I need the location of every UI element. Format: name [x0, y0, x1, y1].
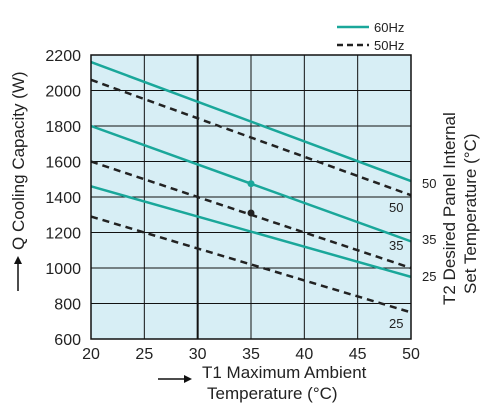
x-axis-label-line1: T1 Maximum Ambient: [202, 363, 367, 382]
x-axis-arrowhead: [184, 375, 192, 383]
legend: 60Hz 50Hz: [337, 20, 404, 53]
y-tick-label: 800: [54, 297, 81, 314]
marked-points: [247, 180, 255, 217]
y-tick-label: 600: [54, 332, 81, 349]
y-tick-label: 1400: [45, 190, 81, 207]
y-tick-labels: 600 800 1000 1200 1400 1600 1800 2000 2200: [45, 48, 81, 349]
series-line-60hz-50: [90, 60, 412, 183]
y-axis-label: Q Cooling Capacity (W): [9, 71, 28, 250]
data-point-0: [247, 180, 255, 188]
curve-label-50hz: 50: [389, 200, 403, 215]
y-tick-label: 1600: [45, 155, 81, 172]
x-tick-labels: 20 25 30 35 40 45 50: [82, 346, 420, 363]
x-tick-label: 35: [242, 346, 260, 363]
y-tick-label: 2000: [45, 84, 81, 101]
y-tick-label: 1000: [45, 261, 81, 278]
y2-axis-label-line1: T2 Desired Panel Internal: [440, 112, 459, 305]
x-tick-label: 30: [189, 346, 207, 363]
curve-labels: 50 35 25 50 35 25: [389, 176, 436, 331]
curve-label-60hz: 25: [422, 269, 436, 284]
x-tick-label: 50: [402, 346, 420, 363]
series-line-50hz-25: [90, 215, 412, 314]
x-tick-label: 25: [135, 346, 153, 363]
x-axis-label-line2: Temperature (°C): [207, 384, 338, 403]
series-line-50hz-50: [90, 78, 412, 197]
y2-axis-label-line2: Set Temperature (°C): [461, 134, 480, 295]
x-tick-label: 20: [82, 346, 100, 363]
y-tick-label: 1200: [45, 226, 81, 243]
y-axis-arrowhead: [14, 256, 22, 264]
curve-label-60hz: 35: [422, 232, 436, 247]
series-line-60hz-25: [90, 185, 412, 279]
data-point-1: [247, 209, 255, 217]
curve-label-50hz: 35: [389, 238, 403, 253]
legend-label-50hz: 50Hz: [374, 38, 404, 53]
y-tick-label: 2200: [45, 48, 81, 65]
y-tick-label: 1800: [45, 119, 81, 136]
plot-border: [90, 54, 412, 340]
legend-label-60hz: 60Hz: [374, 20, 404, 35]
curve-label-60hz: 50: [422, 176, 436, 191]
x-tick-label: 40: [295, 346, 313, 363]
x-tick-label: 45: [349, 346, 367, 363]
curve-label-50hz: 25: [389, 316, 403, 331]
